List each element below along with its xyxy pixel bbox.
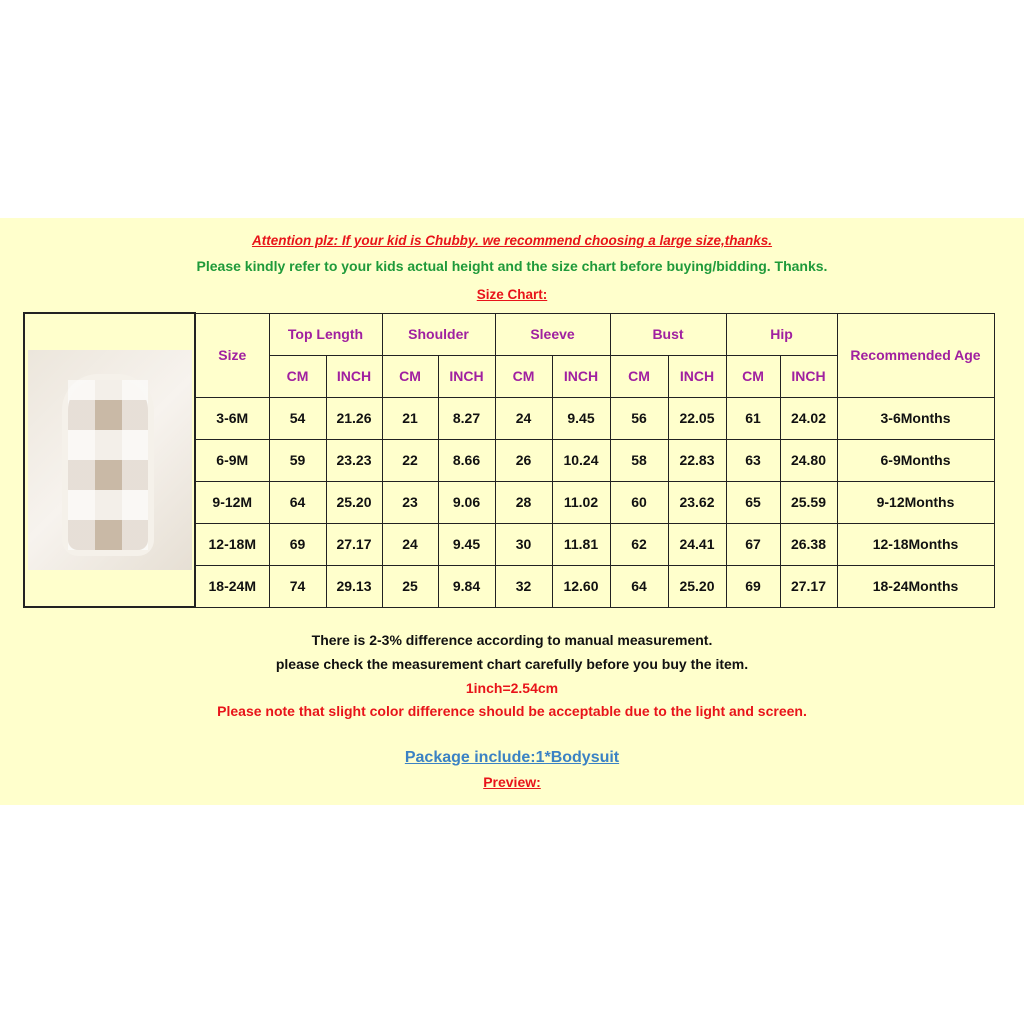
size-cell: 18-24M [194,564,270,608]
unit-header: INCH [437,354,496,398]
measurement-cell: 24.80 [779,438,838,482]
color-note: Please note that slight color difference… [217,703,807,719]
measurement-cell: 30 [494,522,553,566]
difference-note: There is 2-3% difference according to ma… [311,632,713,648]
group-header: Top Length [268,312,383,356]
age-cell: 12-18Months [836,522,995,566]
inch-conversion: 1inch=2.54cm [465,680,559,696]
refer-notice: Please kindly refer to your kids actual … [196,258,828,274]
product-photo-cell [23,312,196,608]
measurement-cell: 8.66 [437,438,496,482]
measurement-cell: 8.27 [437,396,496,440]
unit-header: CM [725,354,781,398]
unit-header: INCH [325,354,383,398]
measurement-cell: 24 [494,396,553,440]
size-cell: 3-6M [194,396,270,440]
measurement-cell: 74 [268,564,327,608]
measurement-cell: 29.13 [325,564,383,608]
age-cell: 9-12Months [836,480,995,524]
measurement-cell: 9.84 [437,564,496,608]
age-cell: 6-9Months [836,438,995,482]
measurement-cell: 63 [725,438,781,482]
measurement-cell: 22 [381,438,439,482]
measurement-cell: 22.05 [667,396,727,440]
measurement-cell: 61 [725,396,781,440]
measurement-cell: 11.81 [551,522,611,566]
measurement-cell: 9.06 [437,480,496,524]
unit-header: INCH [551,354,611,398]
measurement-cell: 25.20 [325,480,383,524]
size-header: Size [194,312,270,398]
size-cell: 6-9M [194,438,270,482]
bodysuit-photo [27,350,192,570]
measurement-cell: 24.41 [667,522,727,566]
size-cell: 9-12M [194,480,270,524]
measurement-cell: 12.60 [551,564,611,608]
measurement-cell: 25.59 [779,480,838,524]
measurement-cell: 24.02 [779,396,838,440]
measurement-cell: 9.45 [551,396,611,440]
group-header: Sleeve [494,312,611,356]
measurement-cell: 21.26 [325,396,383,440]
age-header: Recommended Age [836,312,995,398]
measurement-cell: 27.17 [325,522,383,566]
check-note: please check the measurement chart caref… [275,656,749,672]
preview-label: Preview: [483,774,541,790]
measurement-cell: 64 [609,564,669,608]
unit-header: CM [494,354,553,398]
size-cell: 12-18M [194,522,270,566]
measurement-cell: 54 [268,396,327,440]
measurement-cell: 22.83 [667,438,727,482]
unit-header: INCH [779,354,838,398]
measurement-cell: 23 [381,480,439,524]
size-chart-title: Size Chart: [476,287,548,302]
measurement-cell: 23.23 [325,438,383,482]
unit-header: CM [381,354,439,398]
measurement-cell: 60 [609,480,669,524]
measurement-cell: 25 [381,564,439,608]
measurement-cell: 67 [725,522,781,566]
package-include: Package include:1*Bodysuit [404,749,620,766]
measurement-cell: 25.20 [667,564,727,608]
attention-notice: Attention plz: If your kid is Chubby. we… [251,233,773,248]
unit-header: CM [268,354,327,398]
measurement-cell: 24 [381,522,439,566]
measurement-cell: 64 [268,480,327,524]
age-cell: 3-6Months [836,396,995,440]
group-header: Bust [609,312,727,356]
measurement-cell: 65 [725,480,781,524]
table-row: 6-9M 59 23.23 22 8.66 26 10.24 58 22.83 63 24.80 6-… [24,438,995,482]
measurement-cell: 32 [494,564,553,608]
measurement-cell: 62 [609,522,669,566]
measurement-cell: 56 [609,396,669,440]
table-row: 3-6M 54 21.26 21 8.27 24 9.45 56 22.05 61 24.02 3-6… [24,396,995,440]
measurement-cell: 59 [268,438,327,482]
measurement-cell: 27.17 [779,564,838,608]
table-row: 18-24M 74 29.13 25 9.84 32 12.60 64 25.20 69 27.17… [24,564,995,608]
unit-header: CM [609,354,669,398]
measurement-cell: 21 [381,396,439,440]
unit-header: INCH [667,354,727,398]
group-header: Hip [725,312,838,356]
age-cell: 18-24Months [836,564,995,608]
measurement-cell: 28 [494,480,553,524]
measurement-cell: 23.62 [667,480,727,524]
measurement-cell: 26 [494,438,553,482]
size-chart-table: Size Top Length Shoulder Sleeve Bust Hip… [23,312,995,608]
measurement-cell: 11.02 [551,480,611,524]
measurement-cell: 9.45 [437,522,496,566]
measurement-cell: 58 [609,438,669,482]
measurement-cell: 69 [725,564,781,608]
measurement-cell: 26.38 [779,522,838,566]
measurement-cell: 10.24 [551,438,611,482]
measurement-cell: 69 [268,522,327,566]
group-header: Shoulder [381,312,496,356]
